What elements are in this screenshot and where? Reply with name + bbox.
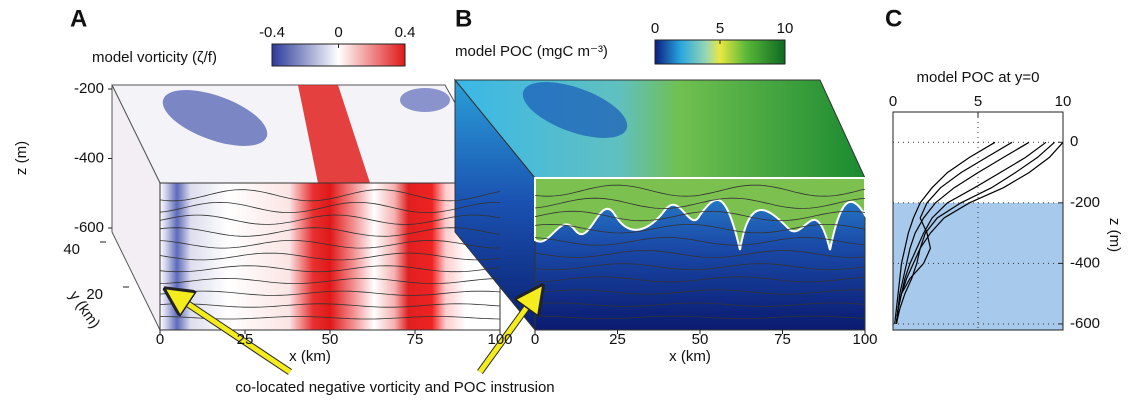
chart-title: model POC at y=0 bbox=[917, 69, 1040, 86]
z-tick-label: -600 bbox=[74, 219, 104, 236]
contour bbox=[534, 210, 866, 222]
x-tick-label: 50 bbox=[322, 331, 339, 348]
contour bbox=[160, 316, 501, 320]
profile-line bbox=[895, 141, 1013, 324]
volume-b bbox=[453, 78, 866, 332]
profile-line bbox=[895, 141, 1055, 325]
annotation: co-located negative vorticity and POC in… bbox=[235, 379, 554, 396]
contour bbox=[159, 201, 500, 213]
x-tick-label: 25 bbox=[237, 331, 254, 348]
y-tick-label: -200 bbox=[1070, 194, 1100, 211]
contour bbox=[534, 289, 866, 295]
contour bbox=[159, 239, 501, 249]
x-tick-label: 10 bbox=[1055, 93, 1072, 110]
colorbar-tick-label: 0 bbox=[651, 20, 659, 37]
colorbar-tick-label: -0.4 bbox=[259, 24, 285, 41]
contour bbox=[534, 302, 866, 307]
x-axis-label: x (km) bbox=[289, 348, 331, 365]
x-axis-label: x (km) bbox=[669, 348, 711, 365]
contour bbox=[534, 223, 866, 234]
contour bbox=[159, 252, 501, 261]
y-tick-label: 20 bbox=[86, 286, 103, 303]
colorbar-tick-label: 0 bbox=[334, 24, 342, 41]
y-tick-label: -600 bbox=[1070, 315, 1100, 332]
panel-label: A bbox=[70, 5, 87, 32]
x-tick-label: 5 bbox=[974, 93, 982, 110]
z-tick-label: -200 bbox=[74, 80, 104, 97]
contour bbox=[159, 303, 501, 308]
colorbar-tick-label: 10 bbox=[777, 20, 794, 37]
y-axis-label: z (m) bbox=[1106, 218, 1123, 252]
z-axis-label: z (m) bbox=[13, 141, 30, 175]
contour bbox=[159, 265, 501, 273]
y-tick-label: 40 bbox=[63, 241, 80, 258]
contour bbox=[534, 250, 866, 258]
profiles bbox=[894, 141, 1063, 325]
x-tick-label: 100 bbox=[852, 331, 877, 348]
x-tick-label: 75 bbox=[774, 331, 791, 348]
colorbar-title: model POC (mgC m⁻³) bbox=[455, 43, 608, 60]
colorbar-tick-label: 0.4 bbox=[395, 24, 416, 41]
contour bbox=[534, 263, 866, 271]
colorbar-title: model vorticity (ζ/f) bbox=[92, 49, 217, 66]
x-tick-label: 25 bbox=[609, 331, 626, 348]
x-tick-label: 50 bbox=[692, 331, 709, 348]
panel-label: B bbox=[455, 5, 472, 32]
contour bbox=[534, 184, 866, 197]
contour bbox=[534, 315, 866, 319]
z-tick-label: -400 bbox=[74, 149, 104, 166]
plot-frame bbox=[892, 111, 1064, 331]
panel-label: C bbox=[885, 5, 902, 32]
contour bbox=[534, 276, 866, 283]
shaded-region bbox=[893, 202, 1063, 330]
y-tick-label: 0 bbox=[1070, 133, 1078, 150]
profile-line bbox=[894, 141, 996, 324]
contour bbox=[534, 197, 866, 209]
x-tick-label: 0 bbox=[156, 331, 164, 348]
contour bbox=[159, 290, 501, 296]
contour bbox=[159, 227, 501, 237]
x-tick-label: 0 bbox=[889, 93, 897, 110]
x-tick-label: 0 bbox=[531, 331, 539, 348]
contour bbox=[534, 237, 866, 246]
contour bbox=[159, 277, 501, 285]
profile-line bbox=[895, 141, 1030, 324]
x-tick-label: 75 bbox=[407, 331, 424, 348]
contours bbox=[159, 184, 866, 320]
colorbar-tick-label: 5 bbox=[716, 20, 724, 37]
annotation-arrows bbox=[176, 296, 535, 375]
contour bbox=[159, 189, 501, 202]
x-tick-label: 100 bbox=[487, 331, 512, 348]
volume-a bbox=[111, 84, 501, 331]
contour bbox=[159, 214, 501, 225]
y-tick-label: -400 bbox=[1070, 254, 1100, 271]
